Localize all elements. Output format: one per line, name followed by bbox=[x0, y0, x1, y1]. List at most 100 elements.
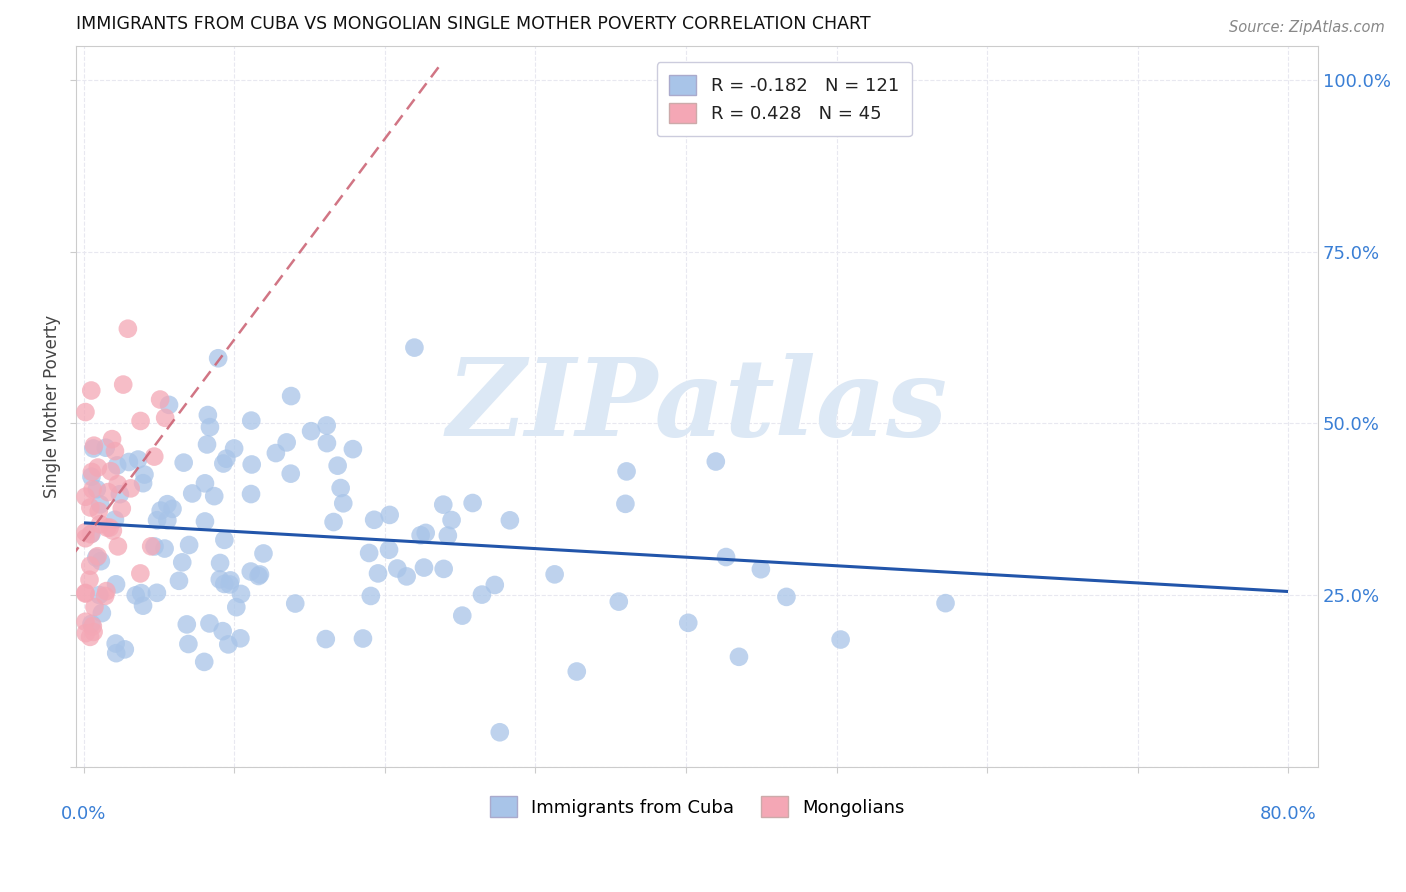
Point bbox=[82, 442, 104, 456]
Point bbox=[108, 487, 131, 501]
Point bbox=[360, 589, 382, 603]
Point bbox=[79, 558, 101, 573]
Point bbox=[90, 554, 112, 568]
Y-axis label: Single Mother Poverty: Single Mother Poverty bbox=[44, 315, 60, 498]
Point bbox=[98, 520, 121, 534]
Point bbox=[214, 577, 236, 591]
Point bbox=[413, 560, 436, 574]
Point bbox=[276, 435, 298, 450]
Point bbox=[830, 632, 852, 647]
Point bbox=[173, 456, 195, 470]
Point bbox=[127, 452, 149, 467]
Point bbox=[299, 424, 322, 438]
Point bbox=[141, 539, 163, 553]
Text: Source: ZipAtlas.com: Source: ZipAtlas.com bbox=[1229, 20, 1385, 35]
Point bbox=[342, 442, 364, 457]
Point bbox=[156, 497, 179, 511]
Point bbox=[96, 584, 118, 599]
Point bbox=[212, 457, 235, 471]
Point bbox=[176, 617, 198, 632]
Point bbox=[332, 496, 354, 510]
Point bbox=[153, 410, 176, 425]
Point bbox=[195, 437, 218, 451]
Point bbox=[249, 567, 271, 582]
Point bbox=[326, 458, 349, 473]
Point bbox=[240, 414, 263, 428]
Point bbox=[87, 460, 110, 475]
Point bbox=[484, 578, 506, 592]
Point bbox=[75, 490, 97, 504]
Point bbox=[194, 515, 217, 529]
Point bbox=[409, 528, 432, 542]
Point bbox=[117, 322, 139, 336]
Point bbox=[329, 481, 352, 495]
Point bbox=[367, 566, 389, 581]
Point bbox=[280, 467, 302, 481]
Point bbox=[89, 588, 111, 602]
Point bbox=[125, 588, 148, 602]
Point bbox=[75, 586, 97, 600]
Point bbox=[146, 513, 169, 527]
Point bbox=[315, 632, 337, 646]
Point bbox=[387, 561, 409, 575]
Point bbox=[247, 569, 270, 583]
Point bbox=[96, 521, 118, 535]
Point bbox=[215, 451, 238, 466]
Point bbox=[749, 562, 772, 576]
Point bbox=[80, 384, 103, 398]
Point bbox=[79, 573, 101, 587]
Point bbox=[100, 464, 122, 478]
Point bbox=[90, 606, 112, 620]
Point bbox=[143, 450, 166, 464]
Point bbox=[177, 637, 200, 651]
Point bbox=[240, 458, 263, 472]
Point bbox=[404, 341, 426, 355]
Point bbox=[80, 465, 103, 479]
Point bbox=[280, 389, 302, 403]
Point bbox=[193, 655, 215, 669]
Point bbox=[194, 476, 217, 491]
Point bbox=[218, 577, 240, 591]
Legend: Immigrants from Cuba, Mongolians: Immigrants from Cuba, Mongolians bbox=[481, 787, 914, 826]
Text: IMMIGRANTS FROM CUBA VS MONGOLIAN SINGLE MOTHER POVERTY CORRELATION CHART: IMMIGRANTS FROM CUBA VS MONGOLIAN SINGLE… bbox=[76, 15, 872, 33]
Point bbox=[728, 649, 751, 664]
Point bbox=[80, 469, 103, 483]
Point bbox=[614, 497, 637, 511]
Point bbox=[94, 441, 117, 455]
Point bbox=[80, 616, 103, 631]
Point bbox=[225, 600, 247, 615]
Point bbox=[395, 569, 418, 583]
Point bbox=[437, 528, 460, 542]
Point bbox=[214, 533, 236, 547]
Point bbox=[104, 444, 127, 458]
Point bbox=[162, 501, 184, 516]
Point bbox=[499, 513, 522, 527]
Point bbox=[565, 665, 588, 679]
Point bbox=[181, 486, 204, 500]
Point bbox=[433, 562, 456, 576]
Point bbox=[75, 586, 97, 600]
Point bbox=[224, 442, 246, 456]
Point bbox=[207, 351, 229, 366]
Point bbox=[89, 497, 111, 511]
Point bbox=[284, 597, 307, 611]
Text: 80.0%: 80.0% bbox=[1260, 805, 1316, 823]
Point bbox=[143, 540, 166, 554]
Point bbox=[80, 526, 103, 541]
Point bbox=[229, 587, 252, 601]
Point bbox=[363, 513, 385, 527]
Point bbox=[89, 517, 111, 532]
Point bbox=[198, 420, 221, 434]
Point bbox=[322, 515, 344, 529]
Point bbox=[104, 636, 127, 650]
Point bbox=[149, 503, 172, 517]
Point bbox=[132, 599, 155, 613]
Point bbox=[118, 455, 141, 469]
Point bbox=[179, 538, 201, 552]
Point bbox=[415, 525, 437, 540]
Point bbox=[79, 500, 101, 515]
Point bbox=[209, 556, 232, 570]
Point bbox=[83, 624, 105, 639]
Point bbox=[120, 481, 142, 495]
Point bbox=[219, 574, 242, 588]
